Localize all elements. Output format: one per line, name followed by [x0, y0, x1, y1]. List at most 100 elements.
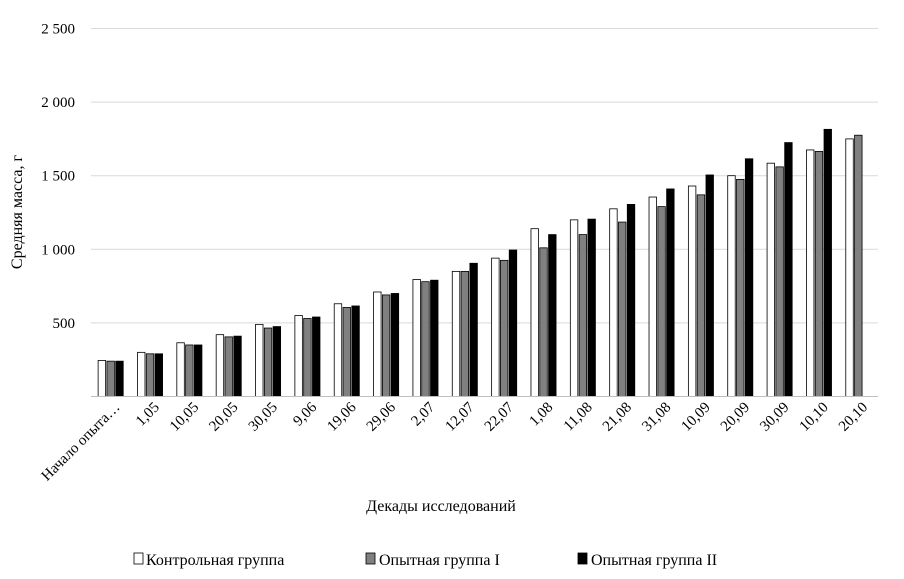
bar-control — [451, 270, 461, 397]
bar-experimental-i — [696, 194, 706, 397]
bar-control — [215, 334, 225, 397]
bar-experimental-ii — [272, 326, 282, 397]
bar-control — [845, 138, 854, 397]
bar-control — [294, 315, 303, 397]
legend-swatch — [577, 552, 588, 565]
bar-experimental-i — [460, 270, 469, 397]
legend: Контрольная группа Опытная группа I Опытна… — [133, 552, 717, 569]
x-tick-label: 31,08 — [639, 400, 674, 435]
bar-experimental-ii — [115, 360, 124, 397]
bar-experimental-i — [421, 281, 430, 397]
bar-experimental-ii — [469, 262, 478, 397]
x-tick-label: 19,06 — [324, 399, 360, 435]
bar-control — [491, 257, 500, 397]
bar-experimental-i — [224, 336, 233, 397]
bar-experimental-i — [106, 360, 115, 397]
x-tick-label: 30,09 — [757, 400, 792, 435]
bar-experimental-ii — [233, 335, 242, 397]
bar-control — [727, 175, 736, 397]
bar-experimental-ii — [784, 142, 793, 397]
bar-experimental-ii — [626, 204, 636, 397]
y-tick-label: 1 000 — [41, 242, 75, 258]
bar-experimental-i — [814, 151, 824, 397]
bar-control — [530, 228, 539, 397]
x-tick-label: 20,09 — [718, 400, 753, 435]
legend-item-experimental-i: Опытная группа I — [365, 552, 500, 569]
bar-experimental-i — [736, 178, 745, 397]
bar-experimental-ii — [508, 249, 518, 397]
gridlines — [91, 28, 878, 324]
x-tick-label: 30,05 — [246, 400, 281, 435]
legend-label: Опытная группа II — [591, 552, 717, 569]
x-tick-label: 21,08 — [600, 400, 635, 435]
legend-label: Контрольная группа — [146, 552, 284, 569]
bar-experimental-i — [500, 259, 509, 397]
bar-experimental-ii — [705, 174, 714, 397]
bar-experimental-ii — [744, 158, 754, 397]
bar-experimental-ii — [351, 305, 360, 397]
bar-experimental-i — [185, 344, 194, 397]
x-axis-title: Декады исследований — [366, 498, 516, 515]
bar-experimental-i — [657, 206, 666, 397]
bar-control — [648, 196, 657, 397]
bar-experimental-i — [303, 318, 312, 397]
bar-experimental-ii — [312, 316, 321, 397]
x-axis-ticks: Начало опыта… 1,05 10,05 20,05 30,05 9,06 19,0… — [39, 399, 871, 484]
bar-experimental-i — [263, 327, 273, 397]
x-tick-label: 29,06 — [364, 399, 400, 435]
bar-experimental-i — [539, 247, 548, 397]
bar-control — [806, 149, 815, 397]
bar-experimental-i — [342, 307, 351, 397]
legend-label: Опытная группа I — [379, 552, 500, 569]
bar-control — [766, 162, 775, 397]
x-tick-label: Начало опыта… — [39, 400, 124, 485]
bar-experimental-ii — [587, 218, 596, 397]
x-tick-label: 22,07 — [482, 399, 518, 435]
bar-experimental-ii — [548, 234, 557, 397]
x-tick-label: 10,09 — [679, 400, 714, 435]
legend-item-control: Контрольная группа — [133, 552, 284, 569]
bar-experimental-ii — [154, 353, 163, 397]
y-tick-label: 2 000 — [41, 95, 75, 111]
x-tick-label: 1,05 — [133, 400, 163, 430]
x-tick-label: 10,10 — [797, 400, 832, 435]
bar-control — [176, 342, 185, 397]
bar-control — [687, 185, 697, 397]
bar-control — [412, 279, 421, 397]
bar-experimental-ii — [430, 279, 439, 397]
bar-experimental-i — [775, 166, 784, 397]
x-tick-label: 9,06 — [290, 399, 320, 429]
legend-item-experimental-ii: Опытная группа II — [577, 552, 717, 569]
bar-experimental-ii — [823, 128, 832, 397]
x-tick-label: 20,05 — [206, 400, 241, 435]
bar-experimental-ii — [390, 293, 400, 397]
bar-control — [255, 323, 264, 397]
y-tick-label: 2 500 — [41, 22, 75, 38]
x-tick-label: 11,08 — [561, 400, 596, 435]
y-tick-label: 1 500 — [41, 169, 75, 185]
bar-experimental-i — [618, 221, 627, 397]
x-tick-label: 10,05 — [167, 400, 202, 435]
y-axis-ticks: 500 1 000 1 500 2 000 2 500 — [41, 22, 75, 332]
bars — [97, 128, 863, 397]
bar-control — [97, 360, 107, 397]
bar-experimental-i — [145, 353, 155, 397]
bar-experimental-ii — [666, 188, 675, 397]
x-tick-label: 20,10 — [836, 400, 871, 435]
x-tick-label: 1,08 — [526, 400, 556, 430]
legend-swatch — [133, 552, 144, 565]
bar-control — [333, 303, 343, 397]
x-tick-label: 12,07 — [442, 399, 478, 435]
bar-experimental-i — [854, 134, 863, 397]
x-tick-label: 2,07 — [408, 399, 438, 429]
y-axis-title: Средняя масса, г — [9, 154, 26, 269]
bar-control — [137, 351, 146, 397]
legend-swatch — [365, 552, 376, 565]
bar-experimental-i — [578, 234, 588, 397]
bar-control — [609, 208, 618, 397]
bar-experimental-ii — [194, 344, 203, 397]
bar-control — [569, 219, 579, 397]
bar-control — [373, 291, 382, 397]
bar-experimental-i — [381, 294, 391, 397]
